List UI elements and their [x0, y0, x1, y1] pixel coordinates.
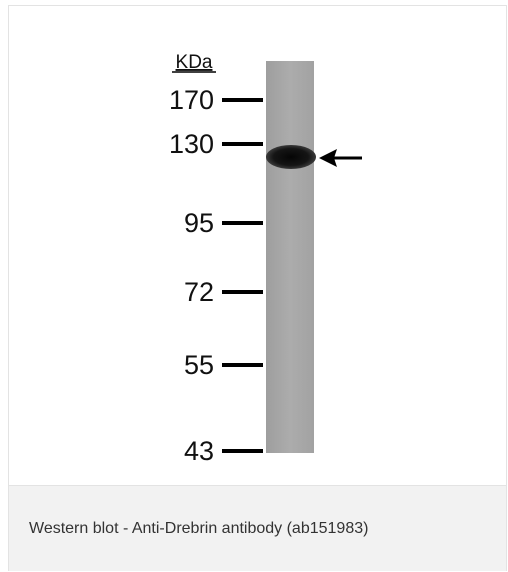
caption: Western blot - Anti-Drebrin antibody (ab… — [29, 520, 368, 538]
figure-card: KDa 170 130 95 72 55 43 Western blot - Anti-D… — [8, 5, 507, 571]
marker-label: 72 — [184, 277, 214, 307]
blot-image: KDa 170 130 95 72 55 43 — [9, 6, 506, 485]
marker-label: 55 — [184, 350, 214, 380]
markers: 170 130 95 72 55 43 — [169, 85, 263, 466]
page: KDa 170 130 95 72 55 43 Western blot - Anti-D… — [0, 0, 508, 572]
band — [266, 145, 316, 169]
caption-bar: Western blot - Anti-Drebrin antibody (ab… — [9, 485, 506, 571]
marker-label: 130 — [169, 129, 214, 159]
marker-label: 170 — [169, 85, 214, 115]
marker-label: 95 — [184, 208, 214, 238]
unit-label: KDa — [176, 52, 213, 73]
lane — [266, 61, 314, 453]
marker-label: 43 — [184, 436, 214, 466]
